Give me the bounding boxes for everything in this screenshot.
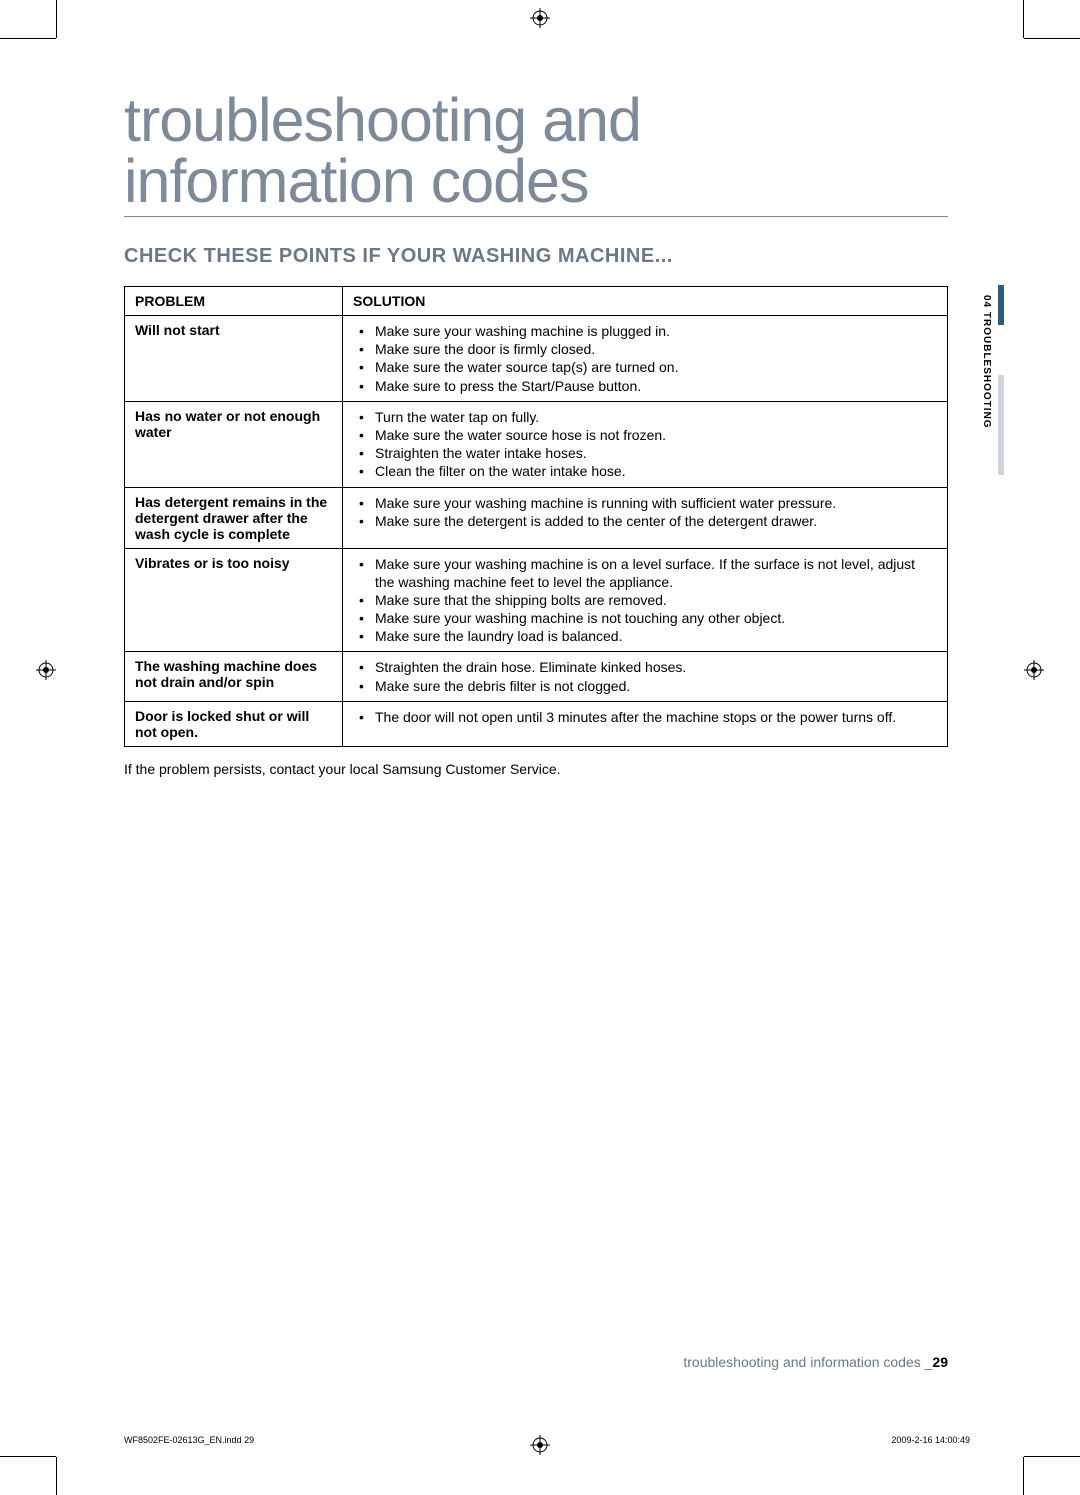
registration-mark-icon	[530, 1435, 550, 1455]
problem-cell: Door is locked shut or will not open.	[125, 701, 343, 746]
print-info-right: 2009-2-16 14:00:49	[891, 1435, 970, 1445]
col-header-problem: PROBLEM	[125, 287, 343, 316]
solution-item: The door will not open until 3 minutes a…	[353, 708, 937, 726]
solution-list: Make sure your washing machine is on a l…	[353, 555, 937, 646]
side-tab-marker	[998, 285, 1004, 325]
solution-cell: Make sure your washing machine is on a l…	[343, 548, 948, 652]
solution-list: Straighten the drain hose. Eliminate kin…	[353, 658, 937, 694]
table-row: The washing machine does not drain and/o…	[125, 652, 948, 701]
registration-mark-icon	[1024, 660, 1044, 680]
title-line-2: information codes	[124, 147, 588, 215]
solution-item: Straighten the water intake hoses.	[353, 444, 937, 462]
solution-item: Make sure the water source tap(s) are tu…	[353, 358, 937, 376]
problem-cell: Has detergent remains in the detergent d…	[125, 487, 343, 548]
crop-mark	[1023, 0, 1024, 38]
solution-item: Clean the filter on the water intake hos…	[353, 462, 937, 480]
crop-mark	[56, 1457, 57, 1495]
page-content: troubleshooting and information codes CH…	[124, 90, 948, 777]
solution-item: Make sure the detergent is added to the …	[353, 512, 937, 530]
page-footer: troubleshooting and information codes _2…	[683, 1354, 948, 1370]
problem-cell: Has no water or not enough water	[125, 401, 343, 487]
problem-cell: The washing machine does not drain and/o…	[125, 652, 343, 701]
crop-mark	[1023, 1457, 1024, 1495]
side-tab-track	[998, 375, 1004, 475]
solution-list: Make sure your washing machine is plugge…	[353, 322, 937, 395]
page-title: troubleshooting and information codes	[124, 90, 948, 217]
registration-mark-icon	[36, 660, 56, 680]
crop-mark	[0, 1456, 56, 1457]
solution-item: Make sure the debris filter is not clogg…	[353, 677, 937, 695]
solution-item: Make sure to press the Start/Pause butto…	[353, 377, 937, 395]
solution-item: Make sure your washing machine is plugge…	[353, 322, 937, 340]
solution-cell: Turn the water tap on fully.Make sure th…	[343, 401, 948, 487]
solution-cell: Straighten the drain hose. Eliminate kin…	[343, 652, 948, 701]
solution-item: Make sure the water source hose is not f…	[353, 426, 937, 444]
table-row: Vibrates or is too noisy Make sure your w…	[125, 548, 948, 652]
solution-list: Turn the water tap on fully.Make sure th…	[353, 408, 937, 481]
problem-cell: Will not start	[125, 316, 343, 402]
solution-cell: The door will not open until 3 minutes a…	[343, 701, 948, 746]
solution-cell: Make sure your washing machine is runnin…	[343, 487, 948, 548]
table-row: Door is locked shut or will not open. The…	[125, 701, 948, 746]
solution-item: Make sure the laundry load is balanced.	[353, 627, 937, 645]
solution-list: The door will not open until 3 minutes a…	[353, 708, 937, 726]
solution-item: Make sure your washing machine is runnin…	[353, 494, 937, 512]
footer-text: troubleshooting and information codes _	[683, 1354, 932, 1370]
table-row: Has no water or not enough waterTurn the…	[125, 401, 948, 487]
problem-cell: Vibrates or is too noisy	[125, 548, 343, 652]
note-text: If the problem persists, contact your lo…	[124, 761, 948, 777]
footer-page-number: 29	[932, 1354, 948, 1370]
solution-item: Straighten the drain hose. Eliminate kin…	[353, 658, 937, 676]
table-row: Has detergent remains in the detergent d…	[125, 487, 948, 548]
solution-cell: Make sure your washing machine is plugge…	[343, 316, 948, 402]
solution-item: Make sure your washing machine is on a l…	[353, 555, 937, 591]
solution-item: Make sure that the shipping bolts are re…	[353, 591, 937, 609]
solution-item: Make sure the door is firmly closed.	[353, 340, 937, 358]
section-heading: CHECK THESE POINTS IF YOUR WASHING MACHI…	[124, 245, 948, 268]
crop-mark	[1024, 38, 1080, 39]
solution-item: Make sure your washing machine is not to…	[353, 609, 937, 627]
title-line-1: troubleshooting and	[124, 86, 641, 154]
troubleshooting-table: PROBLEM SOLUTION Will not start Make sure…	[124, 286, 948, 747]
table-row: Will not start Make sure your washing mac…	[125, 316, 948, 402]
registration-mark-icon	[530, 8, 550, 28]
col-header-solution: SOLUTION	[343, 287, 948, 316]
crop-mark	[56, 0, 57, 38]
crop-mark	[0, 38, 56, 39]
print-info-left: WF8502FE-02613G_EN.indd 29	[124, 1435, 254, 1445]
crop-mark	[1024, 1456, 1080, 1457]
solution-list: Make sure your washing machine is runnin…	[353, 494, 937, 530]
side-tab	[990, 285, 1004, 565]
solution-item: Turn the water tap on fully.	[353, 408, 937, 426]
